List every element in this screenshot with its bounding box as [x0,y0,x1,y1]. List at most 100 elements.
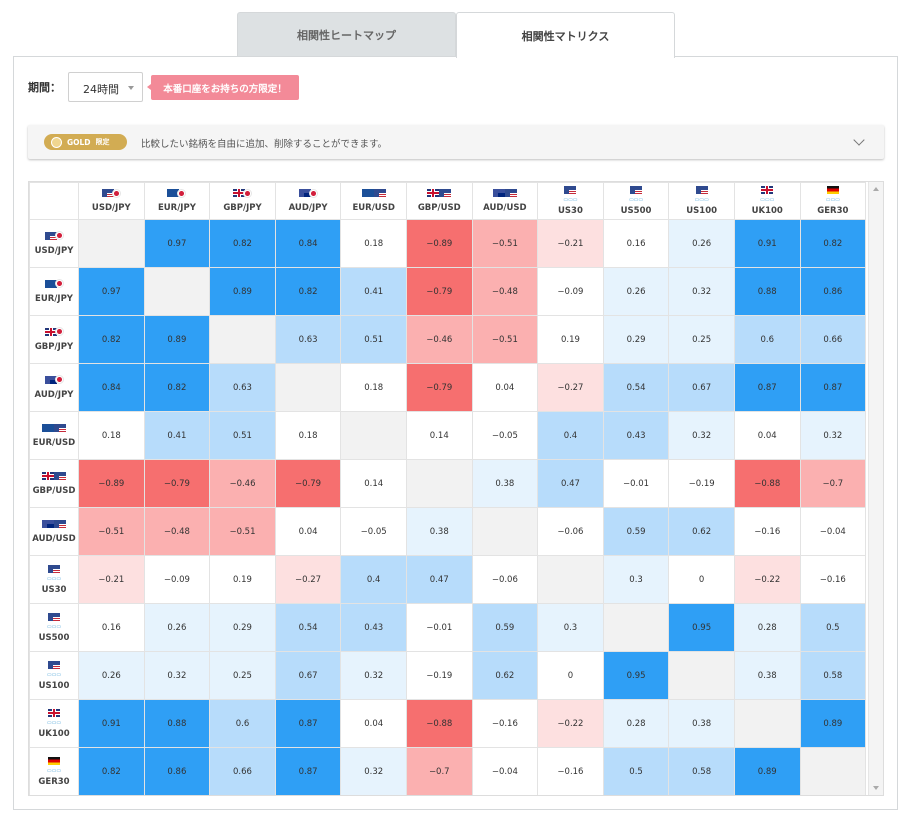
matrix-cell[interactable]: 0.54 [274,603,342,652]
row-header-eurusd[interactable]: EUR/USD [29,411,79,460]
matrix-cell[interactable]: 0.6 [209,699,276,748]
matrix-cell[interactable]: 0.58 [668,747,735,795]
matrix-cell[interactable]: 0.25 [668,315,735,364]
matrix-cell[interactable]: −0.16 [733,507,801,556]
matrix-cell[interactable]: 0.86 [799,267,867,316]
matrix-cell[interactable]: 0.14 [405,411,473,460]
matrix-cell[interactable]: 0.04 [340,699,407,748]
column-header-eurjpy[interactable]: EUR/JPY [143,182,211,220]
matrix-cell[interactable]: 0.95 [602,651,670,700]
matrix-cell[interactable]: 0.95 [668,603,735,652]
matrix-cell[interactable]: 0.16 [602,219,670,268]
column-header-ger30[interactable]: ▭▭▭ GER30 [799,182,867,220]
matrix-cell[interactable]: 0.82 [143,363,211,412]
matrix-cell[interactable]: −0.04 [471,747,539,795]
matrix-cell[interactable]: −0.48 [143,507,211,556]
row-header-us100[interactable]: ▭▭▭ US100 [29,651,79,700]
matrix-cell[interactable]: 0.82 [78,747,145,795]
matrix-cell[interactable]: −0.09 [537,267,604,316]
matrix-cell[interactable]: −0.46 [209,459,276,508]
row-header-ger30[interactable]: ▭▭▭ GER30 [29,747,79,795]
matrix-cell[interactable]: −0.16 [799,555,867,604]
matrix-cell[interactable]: −0.51 [209,507,276,556]
row-header-eurjpy[interactable]: EUR/JPY [29,267,79,316]
matrix-cell[interactable]: −0.7 [405,747,473,795]
matrix-cell[interactable]: 0.86 [143,747,211,795]
matrix-cell[interactable]: −0.27 [274,555,342,604]
matrix-cell[interactable]: 0.88 [733,267,801,316]
matrix-cell[interactable]: 0.41 [143,411,211,460]
matrix-cell[interactable]: 0.04 [274,507,342,556]
matrix-cell[interactable]: −0.48 [471,267,539,316]
matrix-cell[interactable]: 0.62 [668,507,735,556]
row-header-gbpusd[interactable]: GBP/USD [29,459,79,508]
matrix-cell[interactable]: −0.79 [274,459,342,508]
matrix-cell[interactable]: 0.87 [733,363,801,412]
row-header-uk100[interactable]: ▭▭▭ UK100 [29,699,79,748]
row-header-audjpy[interactable]: AUD/JPY [29,363,79,412]
column-header-us30[interactable]: ▭▭▭ US30 [537,182,604,220]
matrix-cell[interactable]: −0.46 [405,315,473,364]
matrix-cell[interactable]: 0.38 [668,699,735,748]
column-header-eurusd[interactable]: EUR/USD [340,182,407,220]
matrix-cell[interactable]: −0.16 [471,699,539,748]
matrix-cell[interactable]: 0 [537,651,604,700]
matrix-cell[interactable]: −0.16 [537,747,604,795]
matrix-cell[interactable]: −0.51 [471,315,539,364]
matrix-cell[interactable]: 0.4 [340,555,407,604]
scroll-down-icon[interactable] [873,786,879,790]
matrix-cell[interactable]: 0.32 [668,267,735,316]
column-header-us500[interactable]: ▭▭▭ US500 [602,182,670,220]
column-header-uk100[interactable]: ▭▭▭ UK100 [733,182,801,220]
matrix-cell[interactable]: −0.79 [143,459,211,508]
row-header-audusd[interactable]: AUD/USD [29,507,79,556]
matrix-cell[interactable]: 0.32 [340,651,407,700]
scroll-up-icon[interactable] [873,187,879,191]
matrix-cell[interactable]: −0.27 [537,363,604,412]
matrix-cell[interactable]: 0.04 [471,363,539,412]
matrix-cell[interactable]: 0.89 [143,315,211,364]
matrix-cell[interactable]: 0.19 [537,315,604,364]
row-header-usdjpy[interactable]: USD/JPY [29,219,79,268]
column-header-gbpusd[interactable]: GBP/USD [405,182,473,220]
matrix-cell[interactable]: −0.89 [78,459,145,508]
matrix-cell[interactable]: 0.82 [274,267,342,316]
matrix-cell[interactable]: 0.91 [733,219,801,268]
matrix-cell[interactable]: 0.5 [602,747,670,795]
matrix-cell[interactable]: 0.25 [209,651,276,700]
matrix-cell-diagonal[interactable] [733,699,801,748]
column-header-audusd[interactable]: AUD/USD [471,182,539,220]
matrix-cell[interactable]: 0.54 [602,363,670,412]
matrix-cell[interactable]: 0.28 [602,699,670,748]
matrix-cell-diagonal[interactable] [274,363,342,412]
matrix-cell[interactable]: 0.67 [668,363,735,412]
matrix-cell[interactable]: −0.01 [602,459,670,508]
matrix-cell[interactable]: 0.63 [209,363,276,412]
row-header-us30[interactable]: ▭▭▭ US30 [29,555,79,604]
matrix-cell[interactable]: 0.66 [799,315,867,364]
matrix-cell[interactable]: 0.87 [274,699,342,748]
matrix-cell[interactable]: 0.89 [733,747,801,795]
matrix-cell[interactable]: 0.89 [799,699,867,748]
matrix-cell[interactable]: 0.43 [340,603,407,652]
matrix-cell[interactable]: 0.87 [799,363,867,412]
matrix-cell[interactable]: −0.06 [471,555,539,604]
matrix-cell[interactable]: 0.88 [143,699,211,748]
matrix-cell[interactable]: −0.05 [340,507,407,556]
column-header-gbpjpy[interactable]: GBP/JPY [209,182,276,220]
matrix-cell[interactable]: 0.32 [143,651,211,700]
row-header-us500[interactable]: ▭▭▭ US500 [29,603,79,652]
matrix-cell-diagonal[interactable] [799,747,867,795]
matrix-cell[interactable]: 0.87 [274,747,342,795]
matrix-cell[interactable]: 0.19 [209,555,276,604]
matrix-cell[interactable]: 0.04 [733,411,801,460]
matrix-cell[interactable]: 0.66 [209,747,276,795]
matrix-cell-diagonal[interactable] [209,315,276,364]
matrix-cell[interactable]: 0.51 [209,411,276,460]
matrix-cell[interactable]: 0.18 [78,411,145,460]
matrix-cell[interactable]: 0.3 [602,555,670,604]
matrix-cell[interactable]: 0.26 [78,651,145,700]
matrix-cell-diagonal[interactable] [602,603,670,652]
tab-matrix[interactable]: 相関性マトリクス [456,12,675,58]
matrix-cell[interactable]: 0.43 [602,411,670,460]
